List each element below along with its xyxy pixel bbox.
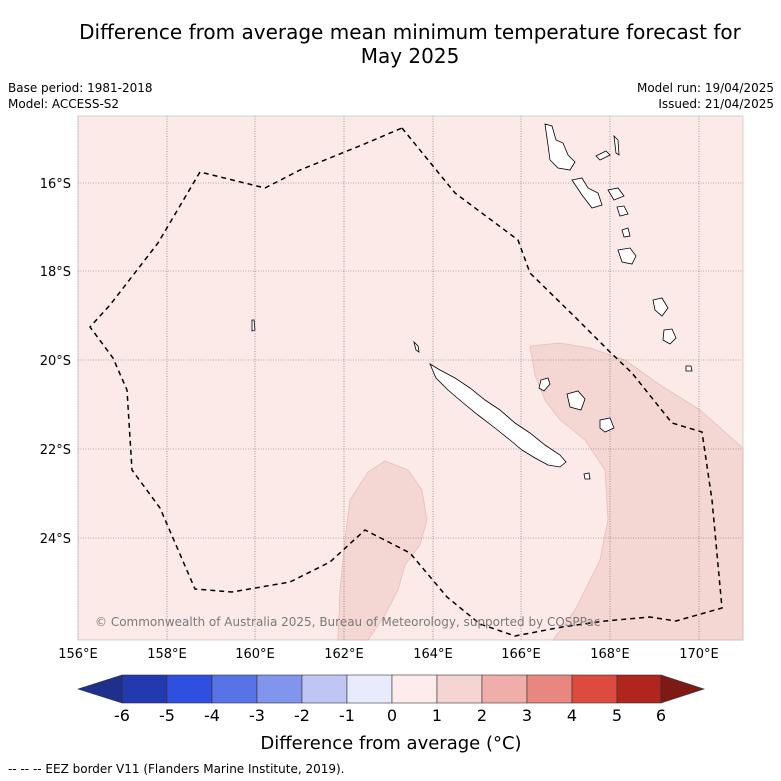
colorbar-bin-2 [166, 674, 213, 704]
anomaly-zone-south [337, 460, 428, 641]
epi-island [616, 205, 629, 217]
cb-label-6: 0 [387, 706, 397, 725]
lon-label-160e: 160°E [235, 647, 275, 662]
anomaly-zone-east [529, 342, 744, 641]
belep-islands [413, 340, 420, 353]
mare-island [599, 417, 615, 433]
eez-border [89, 127, 723, 637]
lat-label-16s: 16°S [40, 177, 71, 192]
cb-label-5: -1 [339, 706, 355, 725]
gridlines [77, 116, 743, 640]
colorbar [77, 674, 705, 704]
cb-label-8: 2 [477, 706, 487, 725]
cb-label-1: -5 [159, 706, 175, 725]
malekula-island [571, 177, 603, 209]
lon-label-158e: 158°E [147, 647, 187, 662]
lon-label-166e: 166°E [501, 647, 541, 662]
pentecost-island [607, 187, 625, 201]
eez-legend-footer: -- -- -- EEZ border V11 (Flanders Marine… [8, 762, 345, 776]
colorbar-extend-low [77, 674, 123, 704]
ouvea-island [538, 377, 551, 392]
maewo-island [613, 134, 620, 156]
meta-left: Base period: 1981-2018 Model: ACCESS-S2 [8, 80, 153, 112]
new-caledonia [429, 363, 567, 468]
chesterfield-islands [251, 319, 256, 332]
chart-title: Difference from average mean minimum tem… [40, 20, 780, 68]
cb-label-10: 4 [567, 706, 577, 725]
lon-label-162e: 162°E [324, 647, 364, 662]
cb-label-0: -6 [114, 706, 130, 725]
efate-island [621, 227, 631, 238]
title-line-2: May 2025 [360, 44, 460, 68]
erromango-island [617, 247, 637, 265]
lat-label-20s: 20°S [40, 354, 71, 369]
colorbar-title: Difference from average (°C) [260, 733, 521, 754]
colorbar-bin-9 [481, 674, 528, 704]
issued-date: Issued: 21/04/2025 [658, 97, 774, 111]
colorbar-bin-8 [436, 674, 483, 704]
colorbar-bin-4 [256, 674, 303, 704]
cb-label-4: -2 [294, 706, 310, 725]
cb-label-3: -3 [249, 706, 265, 725]
colorbar-bin-1 [121, 674, 168, 704]
espiritu-santo [544, 123, 576, 171]
matthew-island [685, 365, 693, 372]
lon-label-156e: 156°E [58, 647, 98, 662]
cb-label-11: 5 [612, 706, 622, 725]
colorbar-bin-6 [346, 674, 393, 704]
meta-right: Model run: 19/04/2025 Issued: 21/04/2025 [637, 80, 774, 112]
base-period: Base period: 1981-2018 [8, 81, 153, 95]
cb-label-9: 3 [522, 706, 532, 725]
lat-label-24s: 24°S [40, 532, 71, 547]
lon-label-170e: 170°E [679, 647, 719, 662]
colorbar-bin-5 [301, 674, 348, 704]
lifou-island [566, 390, 586, 411]
colorbar-bin-3 [211, 674, 258, 704]
map-frame [77, 115, 744, 641]
copyright-text: © Commonwealth of Australia 2025, Bureau… [95, 615, 600, 629]
cb-label-2: -4 [204, 706, 220, 725]
lat-label-22s: 22°S [40, 443, 71, 458]
lon-label-164e: 164°E [413, 647, 453, 662]
isle-of-pines [583, 472, 591, 480]
lon-label-168e: 168°E [590, 647, 630, 662]
cb-label-12: 6 [656, 706, 666, 725]
landmasses [251, 123, 693, 480]
colorbar-bin-11 [571, 674, 618, 704]
aneityum-island [662, 328, 677, 345]
ambae-island [595, 150, 611, 161]
tanna-island [652, 297, 669, 317]
colorbar-extend-high [660, 674, 705, 704]
colorbar-bin-10 [526, 674, 573, 704]
cb-label-7: 1 [432, 706, 442, 725]
title-line-1: Difference from average mean minimum tem… [79, 20, 741, 44]
colorbar-bin-7 [391, 674, 438, 704]
lat-label-18s: 18°S [40, 265, 71, 280]
model-name: Model: ACCESS-S2 [8, 97, 120, 111]
model-run: Model run: 19/04/2025 [636, 81, 774, 95]
colorbar-bin-12 [616, 674, 662, 704]
